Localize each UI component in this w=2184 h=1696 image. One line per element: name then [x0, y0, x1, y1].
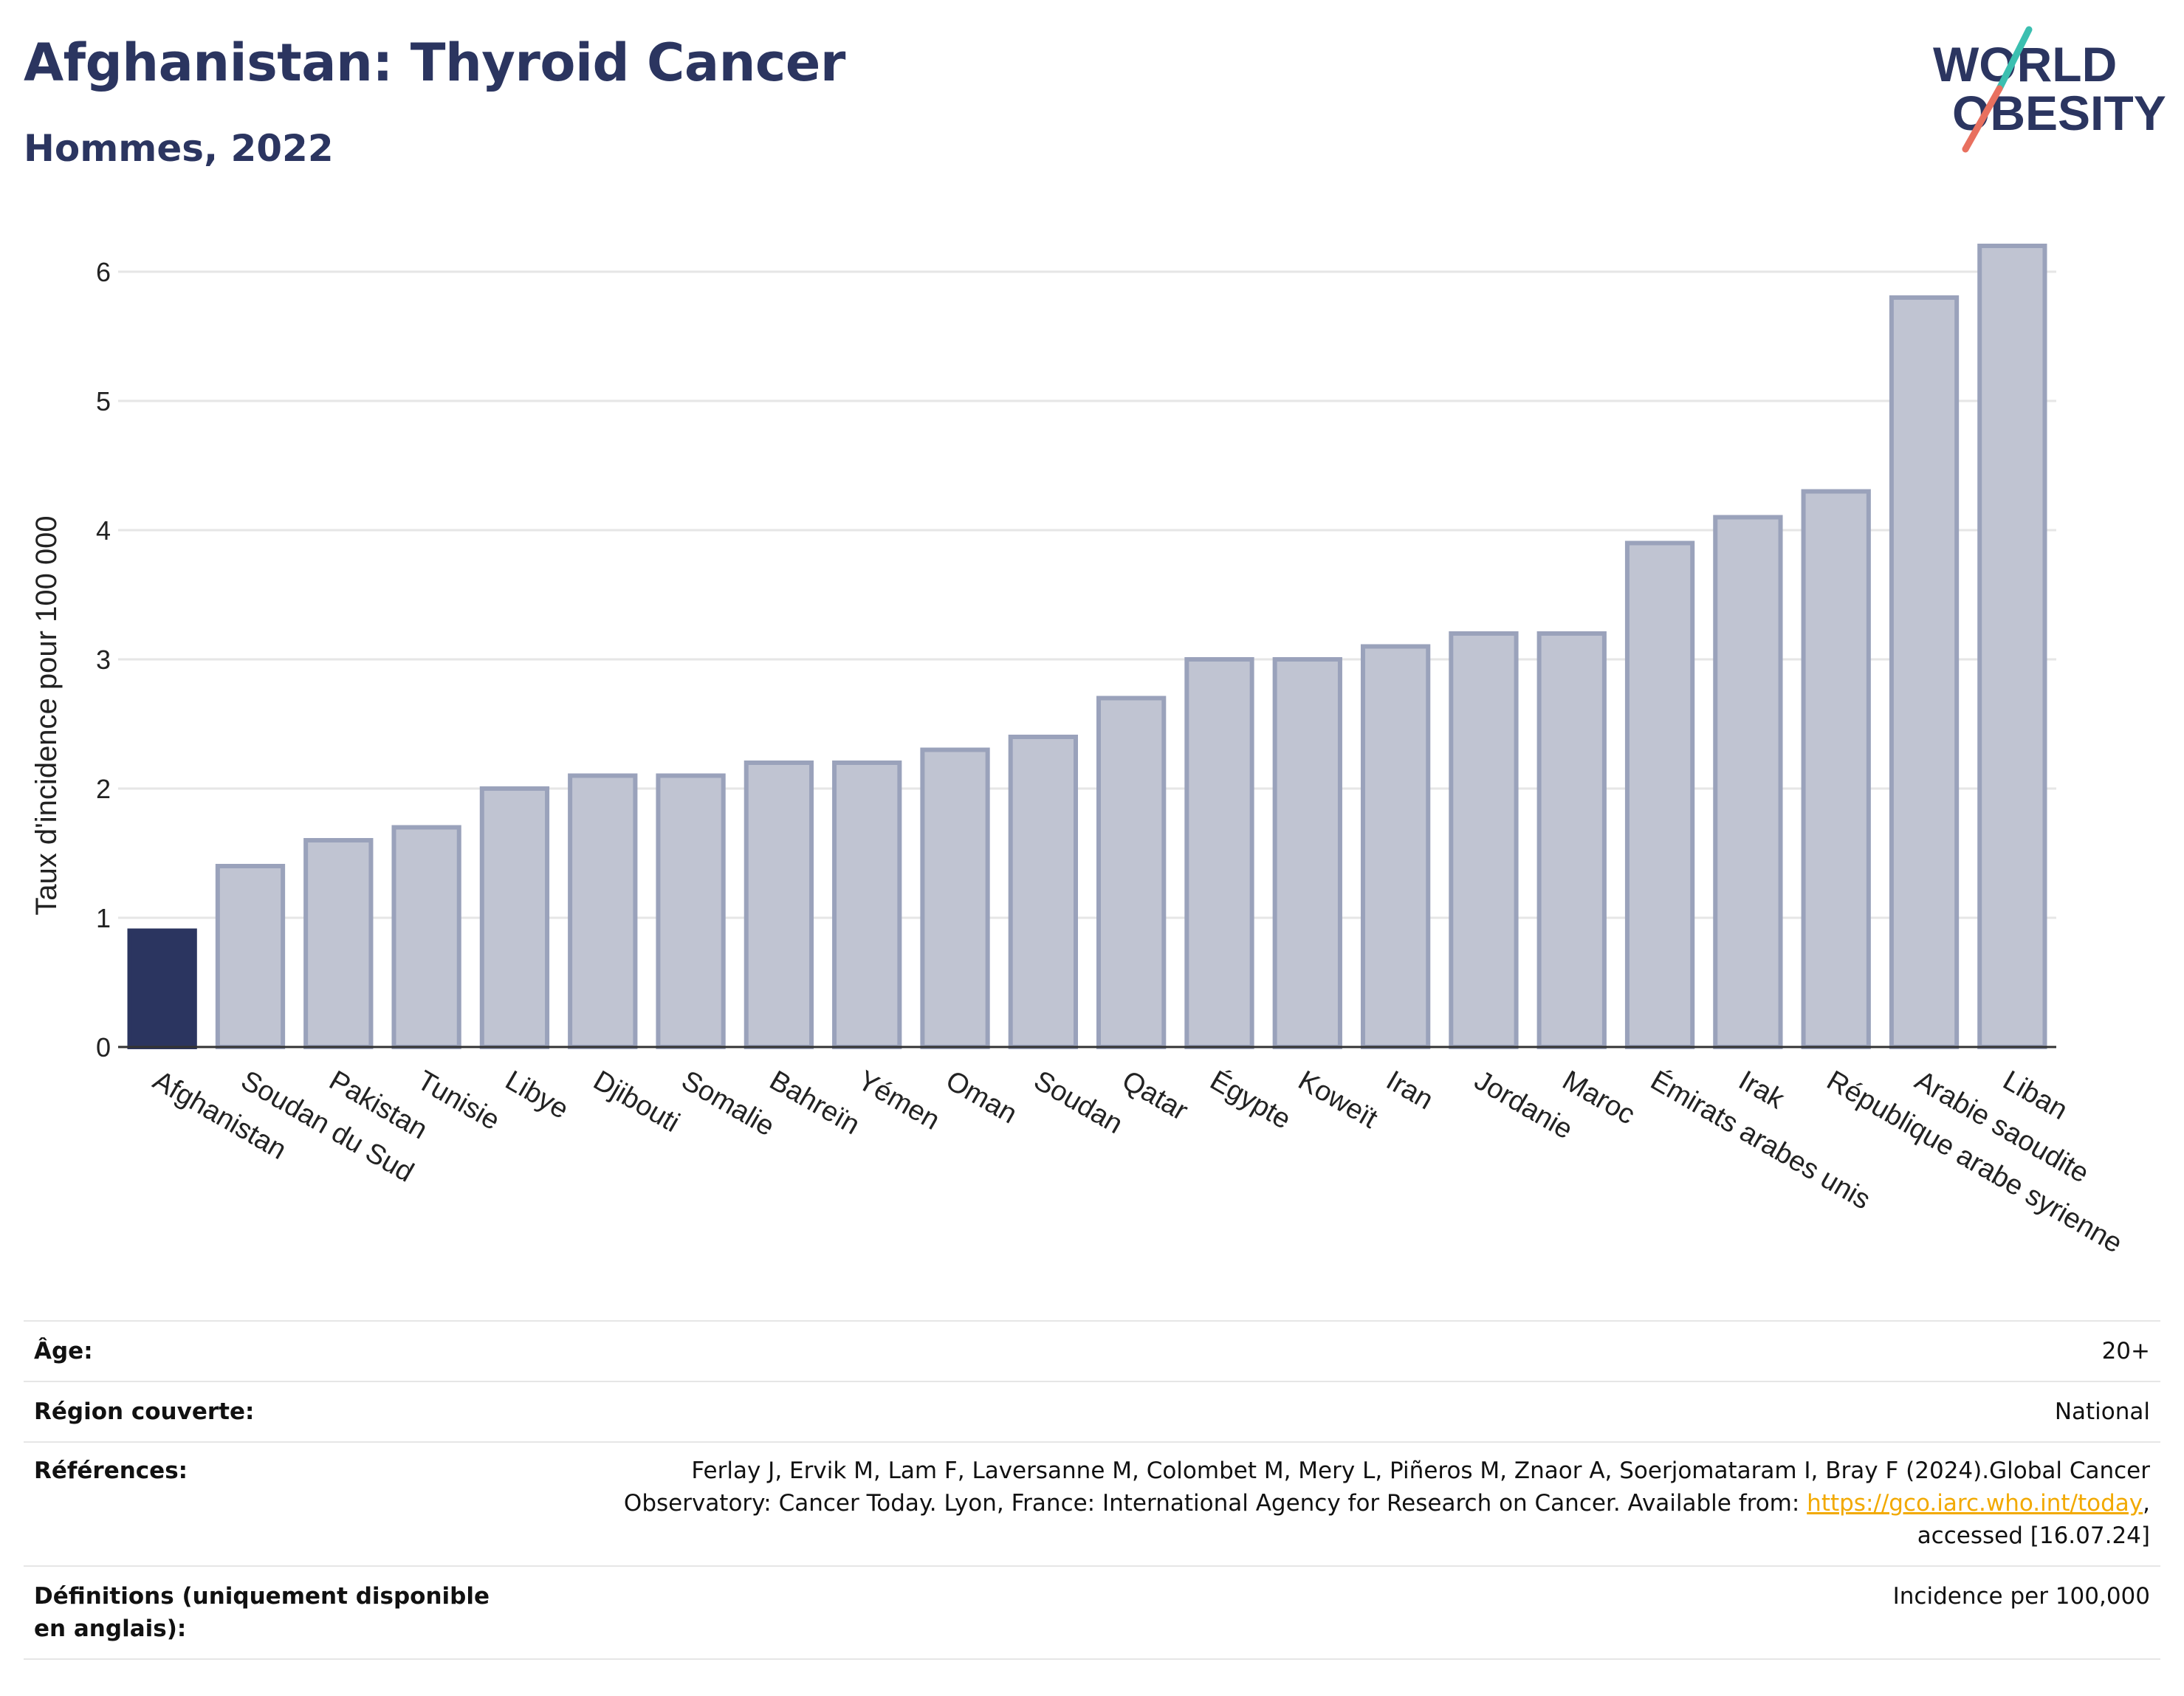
age-value: 20+ [2101, 1338, 2150, 1364]
references-value: Ferlay J, Ervik M, Lam F, Laversanne M, … [600, 1455, 2150, 1552]
x-tick-label: Iran [1381, 1065, 1438, 1116]
reference-line-2-end: , [2143, 1490, 2150, 1517]
bar-r-publique-arabe-syrienne[interactable] [1801, 489, 1871, 1049]
bar-irak[interactable] [1713, 515, 1783, 1049]
reference-line-2: Observatory: Cancer Today. Lyon, France:… [600, 1487, 2150, 1520]
y-tick-label: 3 [96, 645, 111, 675]
bar-bahre-n[interactable] [744, 761, 814, 1049]
references-label: Références: [34, 1458, 188, 1484]
x-tick-label: Qatar [1116, 1065, 1193, 1127]
x-tick-label: Somalie [676, 1065, 780, 1142]
x-tick-label: Oman [941, 1065, 1023, 1130]
bars [127, 244, 2047, 1049]
bar-soudan-du-sud[interactable] [215, 864, 286, 1049]
x-tick-label: Jordanie [1469, 1065, 1578, 1145]
bar-iran[interactable] [1360, 644, 1431, 1049]
y-tick-label: 1 [96, 903, 111, 933]
definitions-label: Définitions (uniquement disponible en an… [34, 1583, 490, 1642]
world-obesity-logo: WORLD OBESITY [1933, 26, 2166, 153]
region-value: National [2054, 1398, 2150, 1425]
bar-somalie[interactable] [656, 773, 726, 1049]
x-tick-label: Djibouti [588, 1065, 685, 1139]
bar-kowe-t[interactable] [1272, 657, 1342, 1049]
meta-row-region: Région couverte: National [24, 1381, 2160, 1443]
age-label: Âge: [34, 1338, 93, 1364]
reference-line-3: accessed [16.07.24] [1917, 1522, 2150, 1549]
x-tick-label: Yémen [853, 1065, 945, 1136]
logo-teal-slash [1996, 26, 2033, 92]
y-tick-label: 4 [96, 515, 111, 546]
x-tick-label: Irak [1734, 1065, 1790, 1116]
bar-libye[interactable] [479, 786, 550, 1049]
chart-subtitle: Hommes, 2022 [24, 127, 334, 170]
bar-y-men[interactable] [832, 761, 902, 1049]
bar-arabie-saoudite[interactable] [1889, 295, 1960, 1049]
region-label: Région couverte: [34, 1398, 255, 1425]
y-tick-label: 2 [96, 774, 111, 804]
bar--mirats-arabes-unis[interactable] [1624, 540, 1695, 1049]
logo-coral-slash [1962, 85, 2003, 153]
meta-row-definitions: Définitions (uniquement disponible en an… [24, 1565, 2160, 1660]
bar-maroc[interactable] [1536, 631, 1607, 1049]
reference-line-2-text: Observatory: Cancer Today. Lyon, France:… [623, 1490, 1807, 1517]
x-tick-label: Koweït [1293, 1065, 1383, 1135]
bar-soudan[interactable] [1008, 735, 1078, 1049]
y-tick-label: 6 [96, 257, 111, 287]
bar-oman[interactable] [920, 747, 990, 1049]
logo-line1: WORLD [1933, 37, 2117, 92]
bar-djibouti[interactable] [568, 773, 638, 1049]
y-axis: 0 1 2 3 4 5 6 [96, 257, 111, 1062]
bar-pakistan[interactable] [303, 838, 374, 1049]
y-axis-label: Taux d'incidence pour 100 000 [30, 515, 63, 915]
chart-title: Afghanistan: Thyroid Cancer [24, 32, 845, 93]
meta-row-age: Âge: 20+ [24, 1320, 2160, 1382]
x-tick-label: Soudan [1029, 1065, 1127, 1140]
bar-liban[interactable] [1977, 244, 2047, 1049]
y-tick-label: 5 [96, 386, 111, 416]
y-tick-label: 0 [96, 1032, 111, 1062]
bar-tunisie[interactable] [391, 825, 461, 1049]
bar-afghanistan[interactable] [127, 928, 197, 1049]
reference-line-1: Ferlay J, Ervik M, Lam F, Laversanne M, … [691, 1458, 2150, 1484]
reference-link[interactable]: https://gco.iarc.who.int/today [1807, 1490, 2143, 1517]
x-tick-label: Libye [500, 1065, 574, 1125]
x-tick-label: Bahreïn [764, 1065, 865, 1141]
bar--gypte[interactable] [1184, 657, 1254, 1049]
definitions-value: Incidence per 100,000 [1892, 1583, 2150, 1610]
bar-jordanie[interactable] [1449, 631, 1519, 1049]
bar-qatar[interactable] [1096, 696, 1167, 1049]
x-tick-label: Égypte [1205, 1064, 1297, 1135]
meta-row-references: Références: Ferlay J, Ervik M, Lam F, La… [24, 1441, 2160, 1567]
